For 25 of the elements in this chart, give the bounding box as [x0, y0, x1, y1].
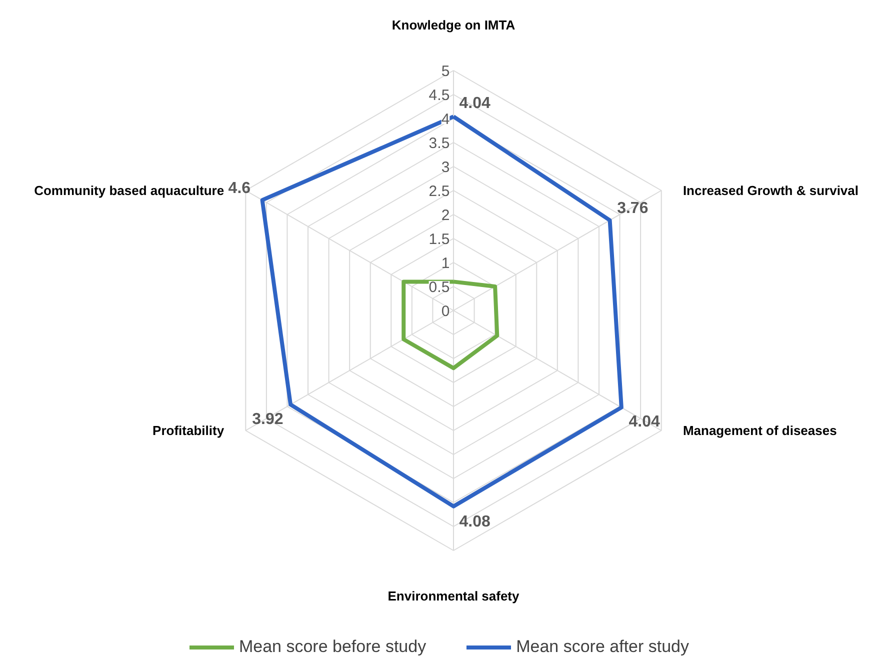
data-label: 3.92 — [252, 410, 284, 428]
data-label: 4.08 — [459, 514, 490, 531]
y-tick-label: 4.5 — [428, 87, 450, 104]
y-tick-label: 0.5 — [428, 279, 450, 296]
y-tick-label: 1 — [441, 255, 450, 272]
y-tick-label: 3.5 — [428, 135, 450, 152]
y-tick-label: 4 — [441, 111, 450, 128]
legend-label: Mean score before study — [238, 637, 426, 657]
y-tick-label: 2 — [441, 207, 450, 224]
y-tick-label: 1.5 — [428, 231, 450, 248]
spoke-label: Community based aquaculture — [34, 183, 224, 198]
y-tick-label: 5 — [441, 63, 450, 80]
y-tick-label: 0 — [441, 303, 450, 320]
y-tick-label: 2.5 — [428, 183, 450, 200]
data-label: 3.76 — [617, 200, 648, 218]
spoke-label: Increased Growth & survival — [682, 183, 859, 198]
data-label: 4.04 — [459, 95, 490, 112]
data-label: 4.04 — [628, 414, 660, 431]
legend-label: Mean score after study — [516, 637, 690, 657]
y-tick-label: 3 — [441, 159, 450, 176]
spoke-label: Management of diseases — [682, 423, 837, 438]
data-label: 4.6 — [228, 180, 251, 197]
spoke-label: Knowledge on IMTA — [392, 17, 516, 32]
spoke-label: Profitability — [152, 423, 225, 438]
spoke-label: Environmental safety — [388, 588, 520, 604]
